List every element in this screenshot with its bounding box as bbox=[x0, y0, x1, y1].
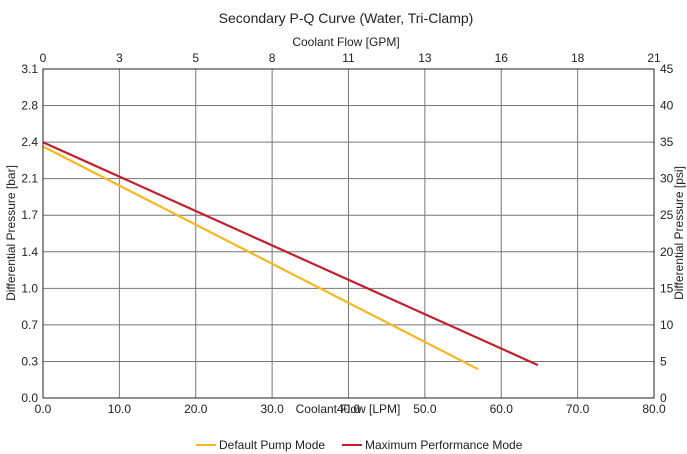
top-tick-label: 5 bbox=[192, 51, 199, 65]
legend: Default Pump Mode Maximum Performance Mo… bbox=[196, 438, 523, 452]
right-axis-label: Differential Pressure [psi] bbox=[672, 166, 686, 300]
series-lines bbox=[42, 141, 539, 371]
x-tick-label: 60.0 bbox=[490, 402, 514, 416]
right-tick-label: 0 bbox=[660, 391, 667, 405]
y-tick-label: 0.3 bbox=[21, 354, 38, 368]
x-tick-label: 50.0 bbox=[413, 402, 437, 416]
x-tick-label: 70.0 bbox=[566, 402, 590, 416]
legend-label-default-pump-mode: Default Pump Mode bbox=[219, 438, 325, 452]
x-tick-label: 0.0 bbox=[35, 402, 52, 416]
top-tick-label: 18 bbox=[571, 51, 585, 65]
y-tick-label: 2.1 bbox=[21, 172, 38, 186]
right-tick-label: 20 bbox=[660, 245, 674, 259]
top-tick-label: 0 bbox=[40, 51, 47, 65]
right-tick-label: 25 bbox=[660, 208, 674, 222]
right-tick-label: 45 bbox=[660, 62, 674, 76]
right-tick-label: 10 bbox=[660, 318, 674, 332]
y-tick-label: 0.7 bbox=[21, 318, 38, 332]
x-tick-label: 20.0 bbox=[184, 402, 208, 416]
x-tick-label: 40.0 bbox=[337, 402, 361, 416]
plot-frame bbox=[42, 68, 655, 399]
x-tick-label: 80.0 bbox=[642, 402, 666, 416]
top-tick-label: 8 bbox=[269, 51, 276, 65]
tick-labels: 0.0010.0320.0530.0840.01150.01360.01670.… bbox=[21, 51, 673, 416]
y-axis-label: Differential Pressure [bar] bbox=[4, 165, 18, 301]
y-tick-label: 0.0 bbox=[21, 391, 38, 405]
legend-label-maximum-performance-mode: Maximum Performance Mode bbox=[365, 438, 523, 452]
x-tick-label: 30.0 bbox=[260, 402, 284, 416]
x-axis-label: Coolant Flow [LPM] bbox=[296, 402, 401, 416]
chart-title: Secondary P-Q Curve (Water, Tri-Clamp) bbox=[219, 10, 474, 26]
right-tick-label: 35 bbox=[660, 135, 674, 149]
y-tick-label: 2.4 bbox=[21, 135, 38, 149]
top-axis-label: Coolant Flow [GPM] bbox=[292, 35, 399, 49]
right-tick-label: 40 bbox=[660, 99, 674, 113]
series-line-default-pump-mode bbox=[42, 145, 479, 371]
y-tick-label: 1.4 bbox=[21, 245, 38, 259]
right-tick-label: 5 bbox=[660, 354, 667, 368]
series-line-maximum-performance-mode bbox=[42, 141, 539, 367]
top-tick-label: 16 bbox=[495, 51, 509, 65]
x-tick-label: 10.0 bbox=[108, 402, 132, 416]
top-tick-label: 3 bbox=[116, 51, 123, 65]
right-tick-label: 30 bbox=[660, 172, 674, 186]
top-tick-label: 13 bbox=[418, 51, 432, 65]
y-tick-label: 2.8 bbox=[21, 99, 38, 113]
y-tick-label: 1.0 bbox=[21, 281, 38, 295]
top-tick-label: 11 bbox=[342, 51, 355, 65]
right-tick-label: 15 bbox=[660, 281, 674, 295]
grid bbox=[43, 69, 654, 398]
y-tick-label: 3.1 bbox=[21, 62, 38, 76]
y-tick-label: 1.7 bbox=[21, 208, 38, 222]
top-tick-label: 21 bbox=[647, 51, 661, 65]
